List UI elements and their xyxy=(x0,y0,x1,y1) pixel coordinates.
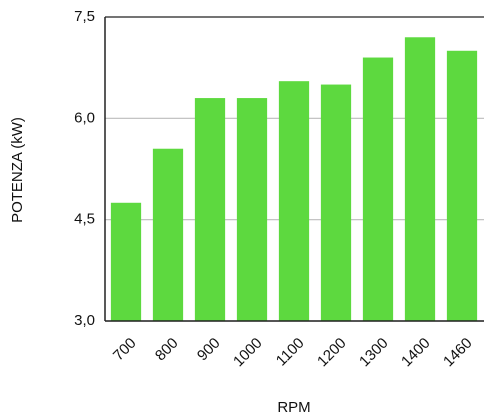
x-tick-label: 1100 xyxy=(273,335,308,370)
bar xyxy=(111,203,141,321)
bar xyxy=(405,37,435,321)
x-tick-label: 1000 xyxy=(230,335,266,371)
y-tick-label: 6,0 xyxy=(74,109,95,126)
bar xyxy=(363,58,393,321)
chart: POTENZA (kW) RPM 3,0 4,5 6,0 7,5 700 800 90010… xyxy=(0,0,484,418)
y-tick-label: 7,5 xyxy=(74,8,95,25)
bar xyxy=(237,98,267,321)
x-tick-label: 1300 xyxy=(356,335,392,371)
x-tick-label: 900 xyxy=(194,335,224,365)
y-tick-label: 3,0 xyxy=(74,312,95,329)
bar xyxy=(153,149,183,321)
x-tick-label: 1400 xyxy=(398,335,434,371)
bar xyxy=(447,51,477,321)
x-tick-label: 1200 xyxy=(314,335,350,371)
page: {"chart_data": {"type": "bar", "x_label"… xyxy=(0,0,484,418)
x-tick-label: 700 xyxy=(110,335,140,365)
y-axis-label: POTENZA (kW) xyxy=(9,117,26,223)
bar xyxy=(195,98,225,321)
y-tick-label: 4,5 xyxy=(74,211,95,228)
x-tick-label: 1460 xyxy=(440,335,476,371)
bar xyxy=(279,81,309,321)
x-axis-label: RPM xyxy=(277,399,310,416)
x-tick-label: 800 xyxy=(152,335,182,365)
bar xyxy=(321,85,351,321)
